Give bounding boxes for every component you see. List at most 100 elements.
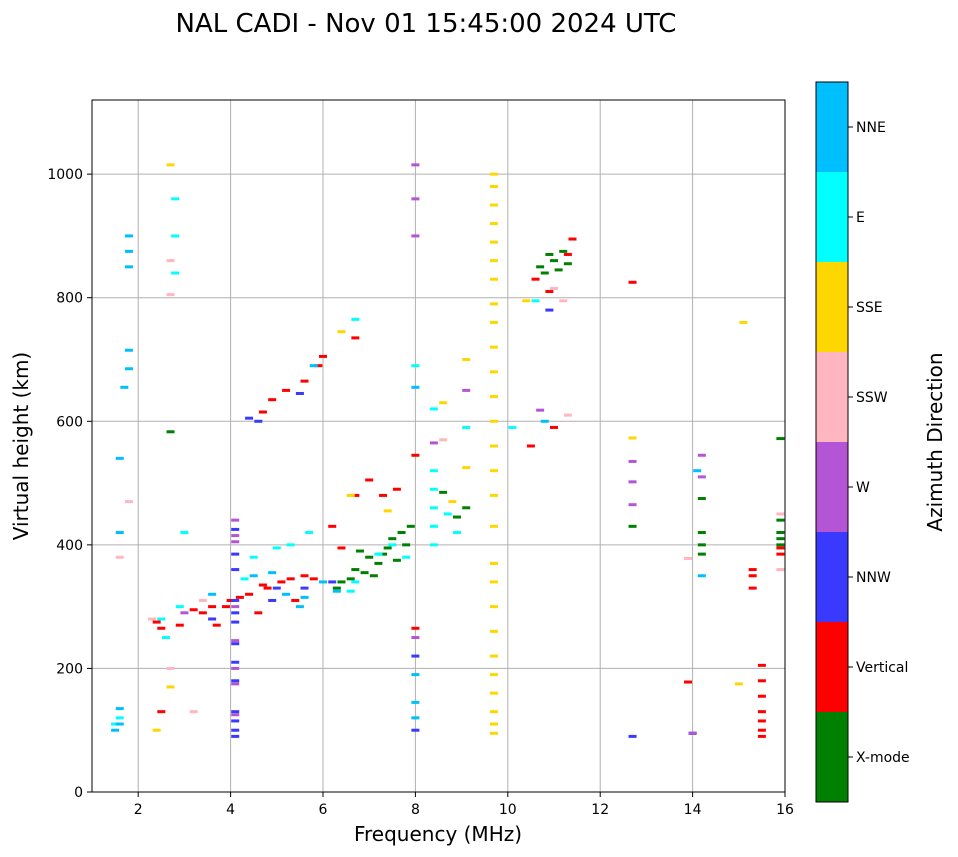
data-point	[392, 558, 401, 562]
data-point	[124, 367, 133, 371]
y-tick-label: 800	[56, 291, 83, 307]
data-point	[351, 580, 360, 584]
data-point	[346, 589, 355, 593]
colorbar: X-mode Vertical NNW W SSW SSE E NNE	[815, 81, 910, 803]
data-point	[152, 728, 161, 732]
data-point	[282, 592, 291, 596]
colorbar-label-item: NNE	[856, 120, 886, 136]
data-point	[628, 524, 637, 528]
data-point	[115, 456, 124, 460]
data-point	[489, 710, 498, 714]
data-point	[739, 320, 748, 324]
data-point	[452, 515, 461, 519]
data-point	[379, 493, 388, 497]
data-point	[314, 364, 323, 368]
data-point	[683, 680, 692, 684]
data-point	[365, 478, 374, 482]
data-point	[697, 475, 706, 479]
data-point	[757, 679, 766, 683]
data-point	[757, 719, 766, 723]
data-point	[531, 299, 540, 303]
data-point	[272, 586, 281, 590]
data-point	[550, 286, 558, 290]
data-point	[462, 388, 471, 392]
data-point	[245, 416, 254, 420]
data-point	[166, 163, 175, 167]
data-point	[489, 731, 498, 735]
data-point	[697, 552, 706, 556]
colorbar-label-item: NNW	[856, 570, 891, 586]
data-point	[379, 552, 388, 556]
data-point	[397, 531, 406, 534]
data-point	[697, 497, 706, 501]
data-point	[429, 506, 438, 510]
data-point	[152, 620, 161, 624]
data-point	[411, 626, 420, 630]
data-point	[115, 707, 124, 711]
y-tick-label: 200	[56, 661, 83, 677]
data-point	[374, 552, 383, 556]
data-point	[429, 469, 438, 473]
data-point	[258, 410, 267, 414]
data-point	[489, 370, 498, 374]
data-point	[559, 249, 568, 253]
x-tick-label: 16	[776, 802, 794, 818]
data-point	[545, 252, 554, 256]
data-point	[369, 574, 378, 578]
data-point	[628, 480, 637, 484]
data-point	[522, 299, 531, 303]
data-point	[231, 660, 240, 664]
data-point	[337, 330, 346, 334]
data-point	[166, 685, 175, 689]
data-point	[374, 561, 383, 565]
data-point	[411, 364, 420, 368]
data-point	[175, 623, 184, 627]
data-point	[351, 493, 360, 497]
data-point	[171, 234, 180, 238]
data-point	[489, 493, 498, 497]
data-point	[198, 598, 207, 602]
data-point	[429, 441, 438, 445]
y-tick-label: 600	[56, 414, 83, 430]
colorbar-label-item: E	[856, 210, 865, 226]
data-point	[268, 398, 277, 402]
data-point	[171, 197, 180, 201]
data-point	[166, 259, 175, 263]
data-point	[489, 469, 498, 473]
data-point	[536, 408, 545, 412]
data-point	[489, 524, 498, 528]
data-point	[115, 531, 124, 534]
data-point	[240, 577, 249, 581]
data-point	[462, 466, 471, 470]
data-point	[198, 611, 207, 615]
data-point	[328, 580, 337, 584]
data-point	[124, 249, 133, 253]
data-point	[776, 543, 785, 547]
data-point	[628, 503, 637, 507]
data-point	[231, 620, 240, 624]
data-point	[489, 580, 498, 584]
data-point	[351, 336, 360, 340]
data-point	[286, 577, 295, 581]
data-point	[332, 589, 341, 593]
data-point	[508, 425, 517, 429]
data-point	[489, 277, 498, 281]
colorbar-swatch	[816, 712, 848, 802]
data-point	[489, 320, 498, 324]
data-point	[231, 679, 240, 683]
colorbar-swatch	[816, 172, 848, 262]
data-point	[757, 663, 766, 667]
data-point	[157, 710, 166, 714]
data-point	[411, 716, 420, 720]
data-point	[115, 555, 124, 559]
data-point	[439, 438, 448, 442]
data-point	[231, 598, 240, 602]
data-point	[319, 580, 327, 584]
data-point	[268, 571, 277, 575]
data-point	[305, 531, 314, 534]
data-point	[411, 453, 420, 457]
data-point	[411, 654, 420, 658]
data-point	[776, 531, 785, 534]
data-point	[757, 710, 766, 714]
data-point	[111, 722, 120, 726]
